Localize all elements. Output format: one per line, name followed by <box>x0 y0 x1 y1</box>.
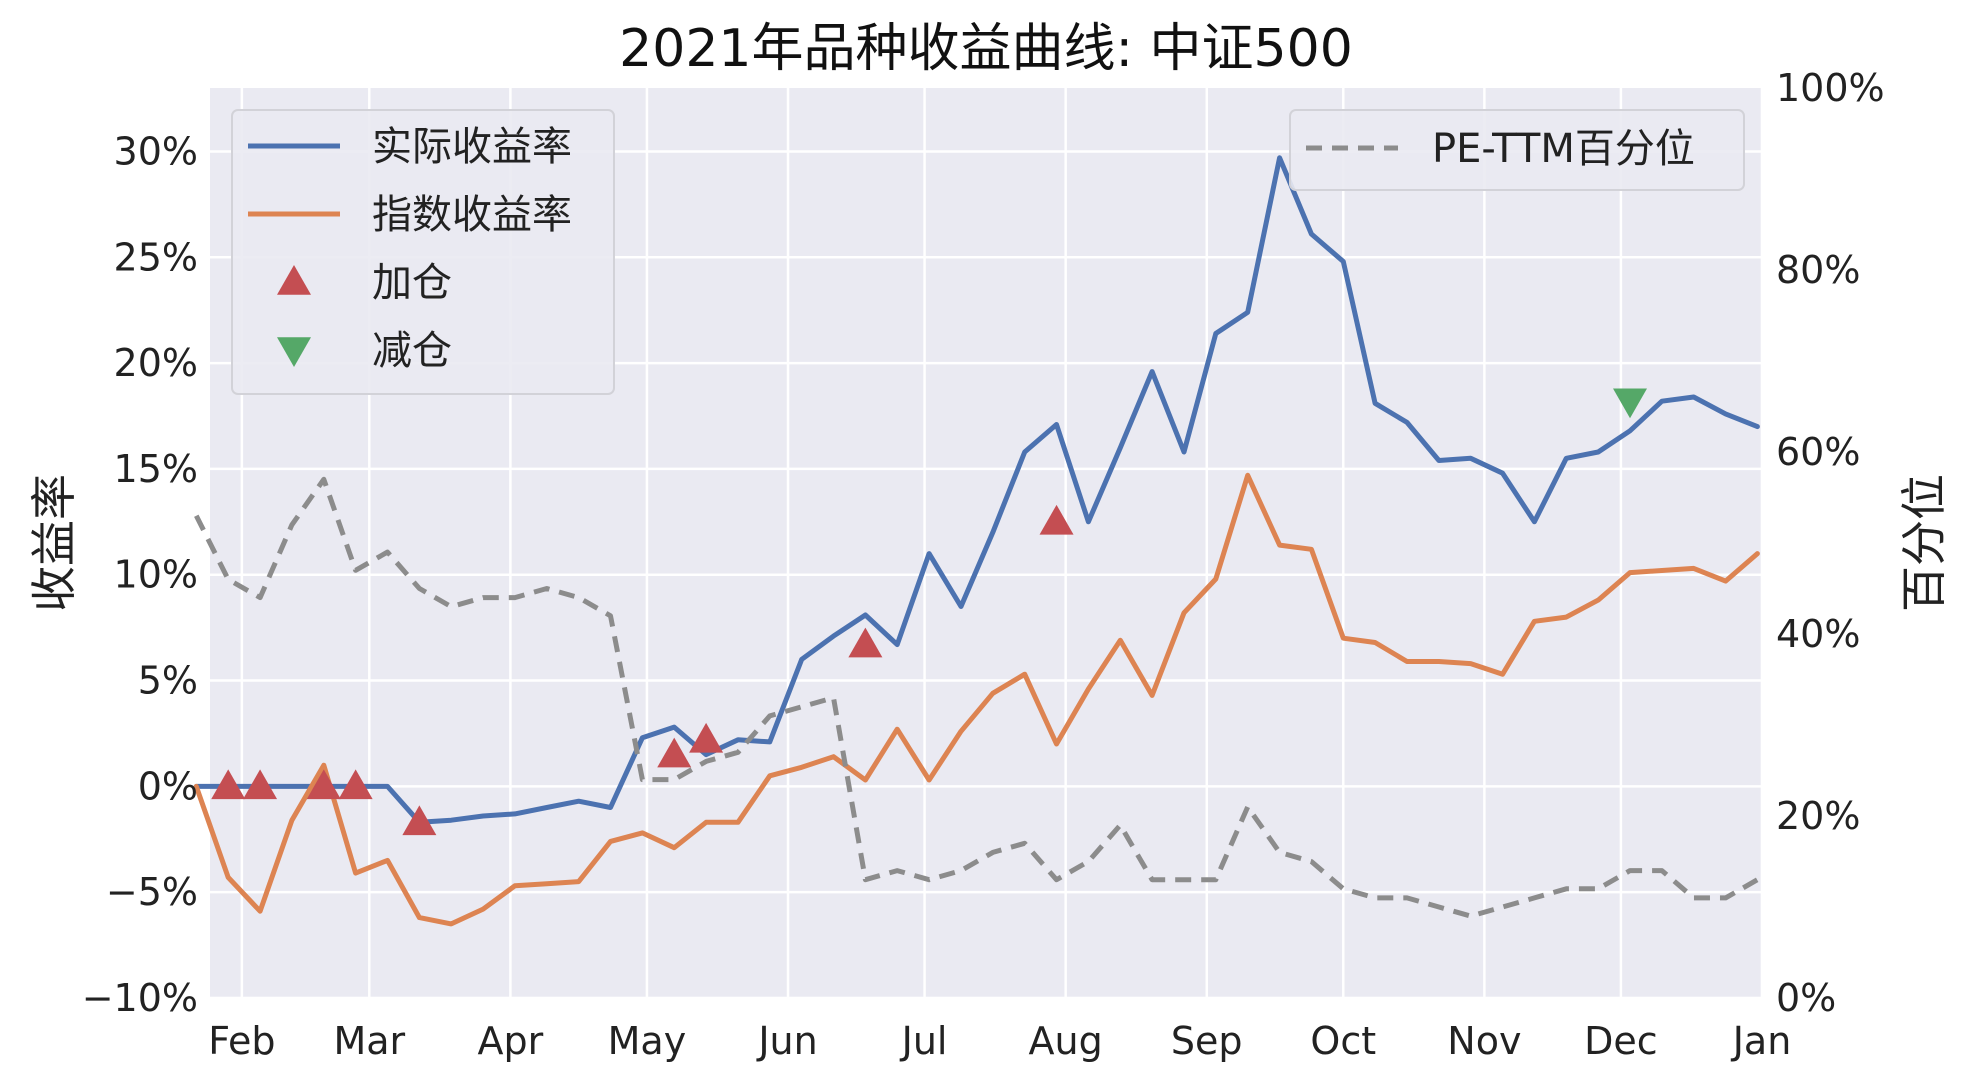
y-tick-label-left: 10% <box>114 553 198 597</box>
x-tick-label: Jun <box>756 1019 817 1063</box>
x-tick-label: Sep <box>1171 1019 1243 1063</box>
y-tick-label-left: 5% <box>138 659 198 703</box>
add-position-marker <box>306 769 341 800</box>
chart-title: 2021年品种收益曲线: 中证500 <box>619 19 1353 79</box>
legend-label: 指数收益率 <box>372 192 572 238</box>
marker-layer <box>211 388 1648 836</box>
y-tick-label-left: −5% <box>106 870 198 914</box>
y-axis-label-right: 百分位 <box>1897 474 1951 612</box>
x-tick-label: May <box>608 1019 687 1063</box>
legend-right: PE-TTM百分位 <box>1289 109 1745 191</box>
y-tick-label-left: 15% <box>114 447 198 491</box>
legend-label: 加仓 <box>372 260 452 306</box>
legend-swatch-marker <box>277 337 311 367</box>
legend-frame <box>231 109 615 395</box>
y-tick-label-left: −10% <box>82 976 198 1020</box>
y-tick-label-right: 0% <box>1776 976 1836 1020</box>
y-tick-label-left: 30% <box>114 129 198 173</box>
y-tick-label-right: 20% <box>1776 794 1860 838</box>
x-tick-label: Dec <box>1584 1019 1658 1063</box>
y-tick-label-left: 25% <box>114 235 198 279</box>
y-tick-label-right: 100% <box>1776 66 1885 110</box>
axis-layer: Feb Mar Apr May Jun Jul Aug Sep Oct Nov Dec Jan −10%… <box>82 66 1885 1063</box>
add-position-marker <box>243 769 278 800</box>
x-tick-label: Feb <box>208 1019 275 1063</box>
x-tick-label: Nov <box>1447 1019 1521 1063</box>
add-position-marker <box>338 769 373 800</box>
legend-label: PE-TTM百分位 <box>1432 126 1695 172</box>
add-position-marker <box>402 805 437 836</box>
add-position-marker <box>211 769 246 800</box>
x-tick-label: Aug <box>1029 1019 1103 1063</box>
x-tick-label: Jan <box>1731 1019 1792 1063</box>
add-position-marker <box>848 627 883 658</box>
add-position-marker <box>689 722 724 753</box>
y-axis-label-left: 收益率 <box>27 474 81 612</box>
x-tick-label: Apr <box>478 1019 544 1063</box>
add-position-marker <box>1039 504 1074 535</box>
reduce-position-marker <box>1613 388 1648 419</box>
x-tick-label: Jul <box>900 1019 948 1063</box>
y-tick-label-right: 40% <box>1776 612 1860 656</box>
y-tick-label-right: 80% <box>1776 248 1860 292</box>
series-line <box>194 476 1759 919</box>
series-line <box>193 155 1760 825</box>
legend-label: 实际收益率 <box>372 124 572 170</box>
add-position-marker <box>657 737 692 768</box>
y-tick-label-left: 20% <box>114 341 198 385</box>
y-tick-label-right: 60% <box>1776 430 1860 474</box>
series-layer <box>193 155 1760 927</box>
y-tick-label-left: 0% <box>138 764 198 808</box>
legend-frame <box>1289 109 1745 191</box>
series-line <box>193 472 1760 927</box>
legend-label: 减仓 <box>372 328 452 374</box>
x-tick-label: Oct <box>1310 1019 1376 1063</box>
legend-swatch-marker <box>277 265 311 295</box>
x-tick-label: Mar <box>333 1019 405 1063</box>
